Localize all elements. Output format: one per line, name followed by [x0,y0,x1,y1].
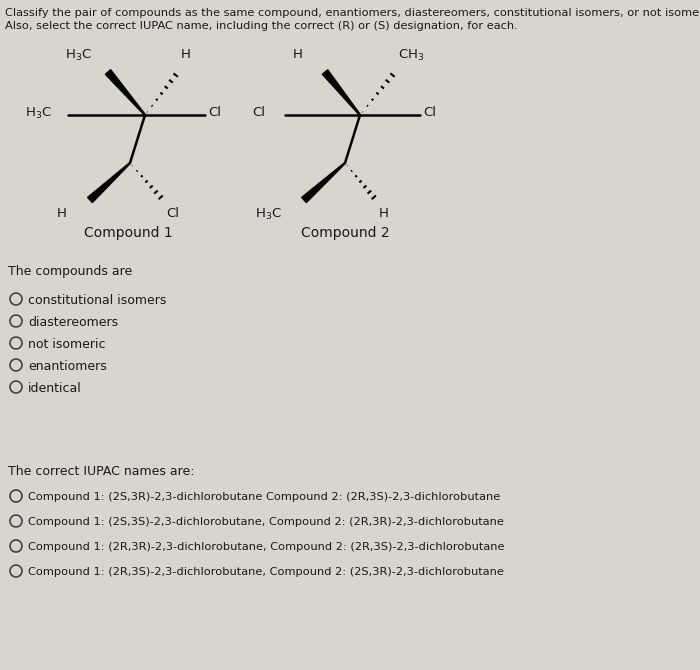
Text: Cl: Cl [166,207,179,220]
Text: Cl: Cl [252,107,265,119]
Text: Compound 2: Compound 2 [301,226,389,240]
Text: identical: identical [28,381,82,395]
Text: Cl: Cl [423,107,436,119]
Text: not isomeric: not isomeric [28,338,106,350]
Polygon shape [302,163,345,202]
Text: H: H [57,207,67,220]
Text: Classify the pair of compounds as the same compound, enantiomers, diastereomers,: Classify the pair of compounds as the sa… [5,8,700,18]
Polygon shape [322,70,360,115]
Text: Compound 1: (2R,3R)-2,3-dichlorobutane, Compound 2: (2R,3S)-2,3-dichlorobutane: Compound 1: (2R,3R)-2,3-dichlorobutane, … [28,542,505,552]
Text: Compound 1: (2S,3S)-2,3-dichlorobutane, Compound 2: (2R,3R)-2,3-dichlorobutane: Compound 1: (2S,3S)-2,3-dichlorobutane, … [28,517,504,527]
Polygon shape [88,163,130,202]
Text: H$_3$C: H$_3$C [255,207,281,222]
Text: H: H [293,48,303,62]
Text: CH$_3$: CH$_3$ [398,48,424,62]
Text: constitutional isomers: constitutional isomers [28,293,167,306]
Text: Also, select the correct IUPAC name, including the correct (R) or (S) designatio: Also, select the correct IUPAC name, inc… [5,21,518,31]
Text: H: H [181,48,191,62]
Polygon shape [105,70,146,115]
Text: H: H [379,207,389,220]
Text: Compound 1: Compound 1 [83,226,172,240]
Text: Cl: Cl [208,107,221,119]
Text: diastereomers: diastereomers [28,316,118,328]
Text: The correct IUPAC names are:: The correct IUPAC names are: [8,465,195,478]
Text: H$_3$C: H$_3$C [65,48,92,62]
Text: enantiomers: enantiomers [28,360,106,373]
Text: Compound 1: (2S,3R)-2,3-dichlorobutane Compound 2: (2R,3S)-2,3-dichlorobutane: Compound 1: (2S,3R)-2,3-dichlorobutane C… [28,492,500,502]
Text: The compounds are: The compounds are [8,265,132,278]
Text: H$_3$C: H$_3$C [25,105,52,121]
Text: Compound 1: (2R,3S)-2,3-dichlorobutane, Compound 2: (2S,3R)-2,3-dichlorobutane: Compound 1: (2R,3S)-2,3-dichlorobutane, … [28,567,504,577]
